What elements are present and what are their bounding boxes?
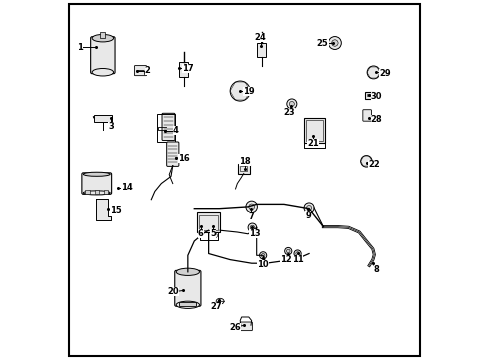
Bar — [85, 190, 89, 194]
Polygon shape — [96, 199, 111, 220]
Bar — [179, 302, 196, 306]
Bar — [199, 215, 218, 230]
Text: 6: 6 — [198, 229, 203, 238]
Text: 20: 20 — [167, 287, 179, 296]
Text: 18: 18 — [239, 157, 250, 166]
Text: 10: 10 — [257, 260, 268, 269]
FancyBboxPatch shape — [166, 142, 179, 166]
Circle shape — [366, 66, 379, 79]
Bar — [104, 190, 108, 194]
Bar — [366, 94, 371, 96]
Circle shape — [250, 225, 254, 229]
FancyBboxPatch shape — [174, 270, 201, 306]
Text: 11: 11 — [291, 255, 303, 264]
FancyBboxPatch shape — [240, 322, 252, 330]
Text: 15: 15 — [110, 206, 122, 215]
Text: 28: 28 — [370, 115, 382, 124]
Text: 2: 2 — [144, 66, 150, 75]
FancyBboxPatch shape — [162, 113, 175, 140]
FancyBboxPatch shape — [81, 173, 111, 194]
Text: 26: 26 — [229, 323, 241, 332]
Circle shape — [245, 201, 257, 213]
Bar — [305, 121, 322, 140]
Circle shape — [248, 204, 254, 210]
Circle shape — [360, 156, 371, 167]
Text: 5: 5 — [209, 229, 215, 238]
Bar — [93, 116, 112, 122]
Bar — [100, 32, 105, 39]
Bar — [364, 92, 373, 99]
Text: 12: 12 — [279, 255, 291, 264]
Circle shape — [293, 250, 301, 257]
Text: 19: 19 — [243, 86, 254, 95]
Bar — [304, 118, 324, 143]
Text: 27: 27 — [210, 302, 222, 311]
FancyBboxPatch shape — [362, 110, 371, 121]
Ellipse shape — [92, 35, 113, 42]
Bar — [238, 163, 249, 174]
Text: 8: 8 — [373, 265, 379, 274]
Ellipse shape — [176, 268, 199, 275]
Bar — [179, 62, 187, 77]
Circle shape — [286, 99, 296, 109]
Circle shape — [304, 203, 313, 213]
FancyBboxPatch shape — [90, 37, 115, 74]
Bar — [240, 166, 247, 171]
Text: 1: 1 — [77, 43, 83, 52]
Circle shape — [306, 206, 311, 211]
Ellipse shape — [216, 298, 224, 304]
Bar — [197, 212, 220, 232]
Circle shape — [259, 252, 266, 259]
Text: 25: 25 — [316, 39, 328, 48]
Text: 23: 23 — [283, 108, 295, 117]
Text: 4: 4 — [172, 126, 178, 135]
Bar — [156, 114, 174, 142]
Text: 24: 24 — [254, 33, 266, 42]
Circle shape — [331, 40, 337, 46]
Text: 16: 16 — [178, 154, 190, 163]
Bar — [257, 43, 265, 57]
Circle shape — [289, 102, 294, 107]
FancyBboxPatch shape — [134, 66, 146, 76]
Text: 30: 30 — [370, 92, 382, 101]
Text: 14: 14 — [121, 183, 132, 192]
Text: 29: 29 — [379, 69, 390, 78]
Ellipse shape — [176, 301, 199, 309]
Ellipse shape — [92, 68, 113, 76]
Circle shape — [286, 249, 289, 253]
Bar — [94, 190, 99, 194]
Circle shape — [261, 253, 264, 257]
Text: 13: 13 — [248, 229, 260, 238]
Text: 9: 9 — [305, 211, 310, 220]
Text: 7: 7 — [247, 212, 253, 221]
Text: 3: 3 — [108, 122, 114, 131]
Circle shape — [247, 223, 256, 231]
Text: 17: 17 — [182, 64, 193, 73]
Circle shape — [230, 81, 250, 101]
Circle shape — [284, 247, 291, 255]
Text: 22: 22 — [367, 161, 379, 170]
Circle shape — [295, 252, 299, 255]
Text: 21: 21 — [307, 139, 319, 148]
Ellipse shape — [83, 172, 110, 176]
Ellipse shape — [83, 191, 110, 195]
Circle shape — [328, 37, 341, 49]
